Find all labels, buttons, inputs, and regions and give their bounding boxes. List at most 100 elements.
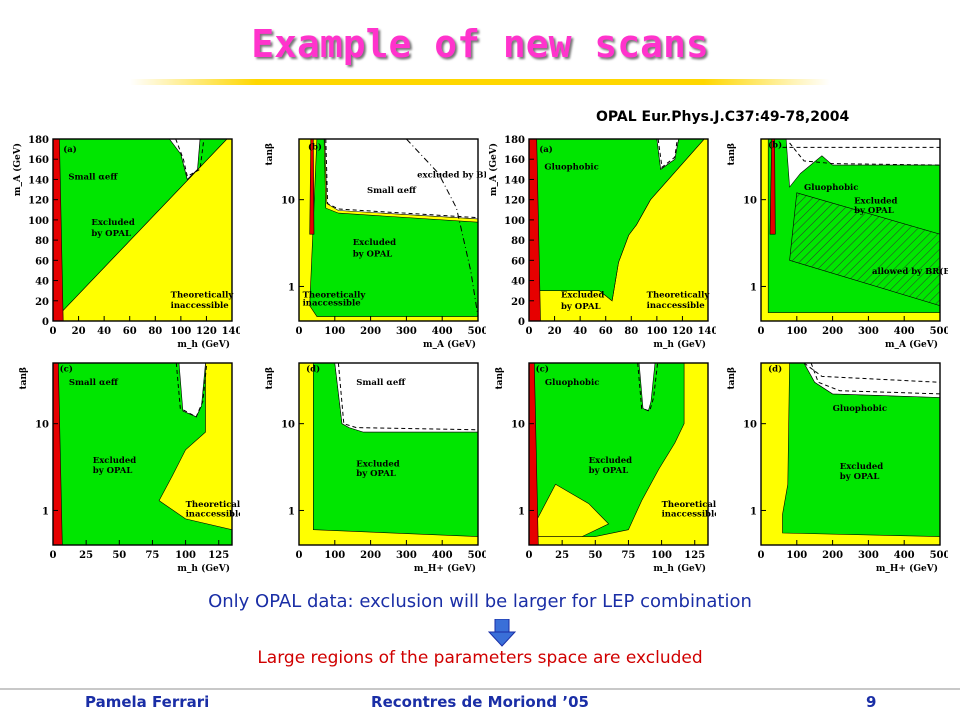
- plot-frame: [298, 138, 479, 322]
- region-excluded: [309, 139, 478, 317]
- y-tick-label: 1: [42, 506, 49, 517]
- x-tick-label: 100: [170, 326, 191, 337]
- plot-frame: [760, 138, 941, 322]
- x-tick-label: 400: [432, 550, 453, 561]
- y-tick-label: 80: [35, 236, 49, 247]
- region-allowed: [785, 139, 940, 188]
- region-allowed: [656, 139, 679, 170]
- x-tick-label: 40: [97, 326, 111, 337]
- x-tick-label: 20: [72, 326, 86, 337]
- plot-panel-5: 0 25 50 75 100 125 1 10 m_h (GeV) tanβ (c) Small αe…: [19, 362, 240, 574]
- x-axis-label: m_h (GeV): [653, 339, 706, 350]
- x-tick-label: 500: [930, 326, 948, 337]
- x-tick-label: 400: [432, 326, 453, 337]
- plot-annotation: Excluded: [353, 238, 396, 248]
- plot-annotation: Gluophobic: [544, 162, 598, 172]
- y-tick-label: 100: [28, 216, 49, 227]
- plot-annotation: Theoretically: [171, 291, 235, 301]
- x-tick-label: 100: [786, 326, 807, 337]
- x-axis-label: m_h (GeV): [653, 563, 706, 574]
- y-tick-label: 1: [518, 506, 525, 517]
- footer-author: Pamela Ferrari: [85, 693, 210, 711]
- x-tick-label: 40: [573, 326, 587, 337]
- plot-annotation: Excluded: [589, 456, 632, 466]
- y-tick-label: 40: [35, 277, 49, 288]
- y-tick-label: 1: [288, 282, 295, 293]
- x-tick-label: 0: [758, 326, 765, 337]
- y-axis-label: tanβ: [495, 367, 505, 390]
- plot-annotation: (c): [60, 363, 73, 374]
- y-tick-label: 10: [743, 420, 757, 431]
- plot-annotation: Excluded: [356, 460, 399, 470]
- x-tick-label: 200: [822, 550, 843, 561]
- y-axis-label: tanβ: [727, 367, 737, 390]
- plot-annotation: Theoretically: [303, 290, 367, 300]
- y-axis-label: tanβ: [265, 367, 275, 390]
- y-tick-label: 100: [504, 216, 525, 227]
- x-tick-label: 200: [360, 326, 381, 337]
- x-tick-label: 125: [208, 550, 229, 561]
- plot-panel-4: 0 100 200 300 400 500 1 10 m_A (GeV) tanβ (b) Gluop…: [727, 138, 948, 350]
- plot-frame: [52, 138, 233, 322]
- y-tick-label: 60: [35, 256, 49, 267]
- curve-dashed: [175, 139, 205, 178]
- plot-annotation: by OPAL: [91, 229, 131, 239]
- region-lep-band: [769, 139, 776, 235]
- x-tick-label: 120: [196, 326, 217, 337]
- plot-frame: [528, 138, 709, 322]
- x-tick-label: 400: [894, 326, 915, 337]
- y-tick-label: 10: [743, 196, 757, 207]
- plot-annotation: Theoretically: [647, 291, 711, 301]
- region-allowed: [324, 139, 478, 220]
- y-tick-label: 0: [42, 317, 49, 328]
- x-tick-label: 125: [684, 550, 705, 561]
- y-tick-label: 120: [28, 196, 49, 207]
- region-allowed: [334, 363, 478, 433]
- plot-annotation: by OPAL: [353, 250, 393, 260]
- x-tick-label: 0: [526, 326, 533, 337]
- y-tick-label: 10: [35, 420, 49, 431]
- x-tick-label: 75: [145, 550, 159, 561]
- curve-dashed: [337, 363, 478, 431]
- plot-panel-8: 0 100 200 300 400 500 1 10 m_H+ (GeV) tanβ (d) Gluo…: [727, 362, 948, 574]
- plot-panel-1: 0 20 40 60 80 100 120 140 0 20 40 60 80 100 120 140 160 1…: [12, 135, 240, 350]
- y-tick-label: 180: [28, 135, 49, 146]
- plot-annotation: inaccessible: [303, 299, 362, 309]
- plot-annotation: by OPAL: [561, 302, 601, 312]
- x-tick-label: 300: [396, 550, 417, 561]
- plot-panel-7: 0 25 50 75 100 125 1 10 m_h (GeV) tanβ (c) Gluophob…: [495, 362, 716, 574]
- y-tick-label: 160: [28, 155, 49, 166]
- x-tick-label: 300: [396, 326, 417, 337]
- x-axis-label: m_H+ (GeV): [876, 563, 938, 574]
- plot-annotation: excluded by BR(B→sγ): [417, 170, 486, 181]
- plot-annotation: Excluded: [840, 462, 883, 472]
- x-tick-label: 75: [621, 550, 635, 561]
- curve-dashed: [803, 363, 940, 383]
- x-tick-label: 100: [324, 550, 345, 561]
- plot-annotation: Small αeff: [367, 186, 417, 196]
- y-tick-label: 140: [28, 175, 49, 186]
- plot-annotation: Excluded: [561, 291, 604, 301]
- curve-dashed: [789, 142, 940, 166]
- x-tick-label: 140: [222, 326, 240, 337]
- x-tick-label: 80: [148, 326, 162, 337]
- plot-annotation: (b): [768, 139, 782, 150]
- curve-dashed: [810, 363, 940, 395]
- x-tick-label: 500: [468, 326, 486, 337]
- footer-divider: [0, 688, 960, 690]
- x-tick-label: 0: [50, 550, 57, 561]
- plot-annotation: (a): [539, 144, 553, 155]
- x-tick-label: 0: [296, 550, 303, 561]
- plot-annotation: inaccessible: [186, 510, 240, 520]
- y-tick-label: 1: [750, 282, 757, 293]
- plot-annotation: inaccessible: [171, 301, 230, 311]
- x-tick-label: 80: [624, 326, 638, 337]
- y-tick-label: 140: [504, 175, 525, 186]
- plot-annotation: Theoretically: [662, 500, 716, 510]
- y-axis-label: m_A (GeV): [488, 143, 499, 196]
- plot-annotation: by OPAL: [854, 206, 894, 216]
- footer-conference: Recontres de Moriond ’05: [371, 693, 589, 711]
- x-axis-label: m_H+ (GeV): [414, 563, 476, 574]
- plot-annotation: Excluded: [91, 218, 134, 228]
- x-axis-label: m_A (GeV): [885, 339, 938, 350]
